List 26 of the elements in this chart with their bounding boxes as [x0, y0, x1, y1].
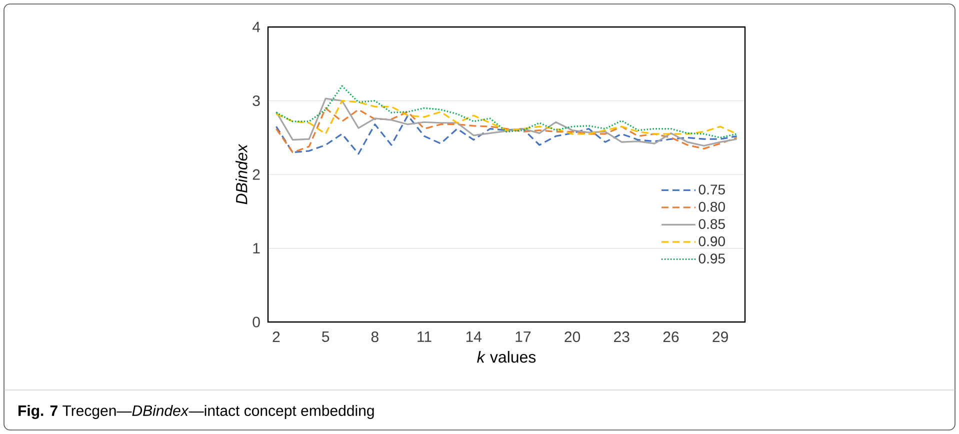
legend-label: 0.85 [698, 219, 725, 230]
text: Fig. 7 Trecgen—DBindex—intact concept embedding [18, 404, 374, 420]
x-tick-label: 8 [371, 332, 378, 342]
x-tick-label: 17 [516, 332, 531, 342]
x-tick-label: 29 [712, 332, 728, 342]
line-series [275, 85, 738, 138]
legend-label: 0.80 [698, 202, 725, 212]
y-tick-label: 3 [252, 95, 260, 106]
y-tick-label: 2 [252, 169, 260, 180]
line-series [275, 107, 738, 154]
y-tick-label: 0 [252, 316, 260, 328]
line-series [275, 114, 738, 155]
legend-label: 0.90 [698, 236, 725, 246]
y-axis-title: DBindex [236, 144, 248, 204]
x-tick-label: 20 [564, 332, 580, 342]
x-tick-label: 23 [614, 332, 630, 342]
x-tick-label: 5 [322, 332, 330, 342]
x-tick-label: 2 [272, 332, 280, 342]
x-axis-title: k values [477, 350, 536, 363]
x-tick-label: 26 [663, 332, 679, 342]
legend-label: 0.95 [698, 254, 725, 264]
x-tick-label: 14 [466, 332, 482, 342]
x-tick-label: 11 [418, 332, 432, 342]
y-tick-label: 1 [253, 243, 260, 254]
y-tick-label: 4 [252, 22, 260, 32]
legend-label: 0.75 [698, 184, 725, 194]
